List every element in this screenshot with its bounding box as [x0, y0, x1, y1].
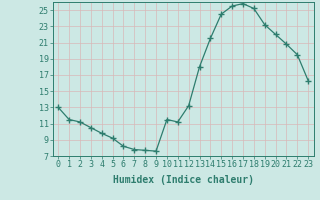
X-axis label: Humidex (Indice chaleur): Humidex (Indice chaleur) [113, 175, 254, 185]
